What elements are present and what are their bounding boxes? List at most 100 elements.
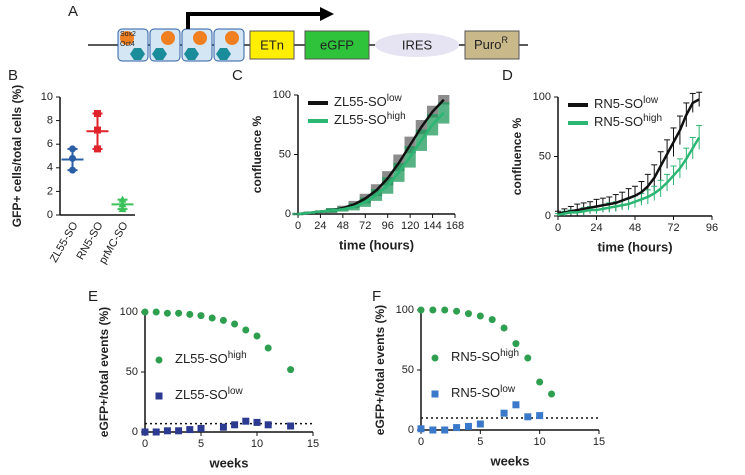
x-tick-label: 96	[382, 220, 394, 232]
y-axis-title: eGFP+/total events (%)	[373, 305, 387, 435]
y-tick-label: 100	[273, 89, 291, 101]
series-line	[297, 111, 445, 216]
x-tick-label: 144	[423, 220, 441, 232]
marker	[464, 310, 472, 318]
marker	[94, 126, 101, 134]
series-line	[557, 98, 700, 215]
motif-label: Oct4	[120, 41, 135, 48]
legend-superscript: high	[228, 350, 247, 361]
marker	[253, 418, 261, 426]
marker	[500, 324, 508, 332]
y-tick-label: 0	[132, 426, 138, 438]
y-tick-label: 50	[402, 364, 414, 376]
marker	[524, 413, 532, 421]
y-axis-title: GFP+ cells/total cells (%)	[10, 85, 24, 227]
y-tick-label: 0	[545, 210, 551, 222]
legend-superscript: high	[387, 111, 406, 122]
oct4-icon	[130, 48, 145, 60]
series-line	[557, 136, 701, 217]
y-tick-label: 50	[279, 148, 291, 160]
legend-label: ZL55-SOhigh	[175, 350, 247, 367]
y-tick-label: 100	[533, 91, 551, 103]
marker	[453, 424, 461, 432]
x-tick-label: 48	[629, 222, 641, 234]
marker	[69, 145, 76, 153]
sox2-icon	[120, 31, 134, 45]
oct4-icon	[216, 48, 231, 60]
marker	[476, 420, 484, 428]
marker	[175, 427, 183, 435]
ires-shape	[375, 33, 459, 57]
marker	[264, 421, 272, 429]
puro-box	[464, 30, 520, 60]
marker	[536, 378, 544, 386]
marker	[152, 308, 160, 316]
marker	[536, 412, 544, 420]
x-tick-label: 15	[593, 436, 605, 448]
marker	[208, 314, 216, 322]
y-tick-label: 4	[47, 162, 53, 174]
x-axis-title: time (hours)	[597, 239, 672, 254]
sox2-icon	[225, 31, 239, 45]
y-tick-label: 0	[47, 209, 53, 221]
marker	[524, 354, 532, 362]
marker	[441, 306, 449, 314]
element-label: eGFP	[320, 37, 354, 52]
element-superscript: R	[501, 35, 508, 45]
marker	[163, 309, 171, 317]
x-tick-label: 96	[706, 222, 718, 234]
legend-superscript: low	[387, 93, 403, 104]
element-label: IRES	[402, 37, 433, 52]
marker	[69, 166, 76, 174]
element-name: Puro	[474, 37, 501, 52]
oct4-icon	[184, 48, 199, 60]
marker	[197, 312, 205, 320]
sox2-icon	[193, 31, 207, 45]
y-tick-label: 100	[396, 304, 414, 316]
marker	[242, 326, 250, 334]
marker	[287, 366, 295, 374]
x-axis-title: weeks	[208, 455, 248, 470]
marker	[163, 427, 171, 435]
legend-superscript: high	[643, 113, 662, 124]
legend-superscript: high	[500, 348, 519, 359]
y-tick-label: 6	[47, 138, 53, 150]
x-tick-label: 72	[359, 220, 371, 232]
marker	[175, 309, 183, 317]
panel-label: A	[68, 3, 78, 20]
error-band	[438, 95, 450, 105]
motifs: Sox2 Oct4	[117, 28, 245, 62]
marker	[429, 426, 437, 434]
marker	[417, 306, 425, 314]
legend-label: ZL55-SOhigh	[334, 111, 406, 128]
marker	[94, 145, 101, 153]
legend-label: RN5-SOlow	[594, 95, 659, 112]
marker	[231, 421, 239, 429]
marker	[118, 200, 127, 208]
legend-marker	[431, 354, 439, 362]
marker	[500, 409, 508, 417]
legend-name: ZL55-SO	[175, 387, 228, 402]
marker	[253, 332, 261, 340]
marker	[219, 316, 227, 324]
x-tick-label: 5	[198, 438, 204, 450]
y-axis-title: eGFP+/total events (%)	[97, 307, 111, 437]
y-axis-title: confluence %	[510, 118, 524, 196]
panel-label: E	[88, 288, 98, 305]
marker	[512, 401, 520, 409]
x-tick-label: 15	[307, 438, 319, 450]
y-tick-label: 50	[126, 366, 138, 378]
x-tick-label: 5	[477, 436, 483, 448]
marker	[512, 340, 520, 348]
panel-label: C	[232, 67, 243, 84]
marker	[152, 428, 160, 436]
marker	[118, 205, 127, 213]
y-tick-label: 10	[41, 91, 53, 103]
legend-name: RN5-SO	[594, 96, 643, 111]
legend-name: ZL55-SO	[334, 112, 387, 127]
motif-label: Sox2	[120, 31, 136, 38]
y-tick-label: 50	[539, 150, 551, 162]
x-tick-label: 168	[446, 220, 464, 232]
y-tick-label: 2	[47, 185, 53, 197]
